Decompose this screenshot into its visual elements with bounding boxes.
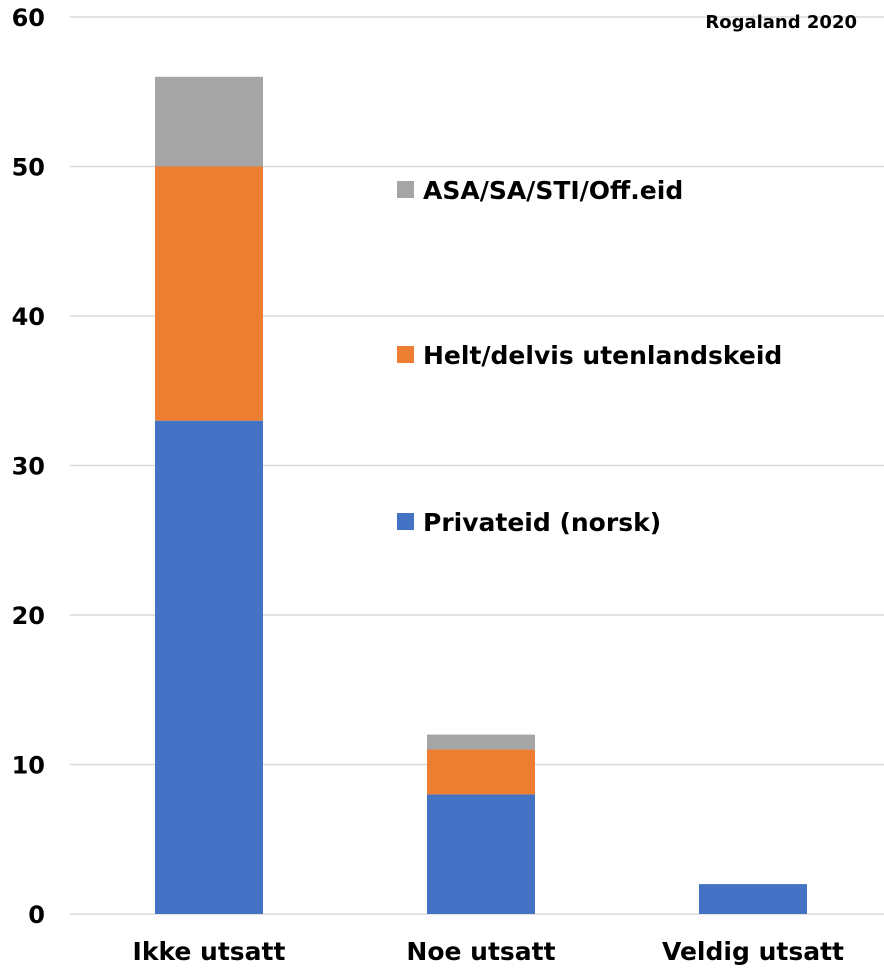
bar-segment: [427, 749, 535, 795]
y-tick-label: 50: [12, 154, 45, 182]
legend-swatch: [397, 181, 414, 198]
bar-segment: [155, 76, 263, 167]
y-axis-ticks: 0 10 20 30 40 50 60: [12, 4, 45, 929]
y-tick-label: 60: [12, 4, 45, 32]
bar-segment: [699, 884, 807, 914]
y-tick-label: 10: [12, 752, 45, 780]
bar-segment: [427, 734, 535, 750]
x-category-label: Ikke utsatt: [133, 937, 286, 966]
bar-segment: [155, 166, 263, 421]
y-tick-label: 20: [12, 602, 45, 630]
y-tick-label: 40: [12, 303, 45, 331]
legend: ASA/SA/STI/Off.eid Helt/delvis utenlandsk…: [397, 176, 782, 537]
legend-swatch: [397, 513, 414, 530]
y-tick-label: 0: [28, 901, 45, 929]
bars: [155, 76, 807, 914]
legend-label: Helt/delvis utenlandskeid: [423, 341, 782, 370]
legend-label: Privateid (norsk): [423, 508, 661, 537]
x-category-label: Veldig utsatt: [662, 937, 844, 966]
chart-annotation: Rogaland 2020: [705, 12, 857, 33]
bar-segment: [427, 794, 535, 914]
x-category-label: Noe utsatt: [406, 937, 555, 966]
bar-segment: [155, 420, 263, 914]
x-axis-labels: Ikke utsatt Noe utsatt Veldig utsatt: [133, 937, 845, 966]
legend-label: ASA/SA/STI/Off.eid: [423, 176, 683, 205]
legend-swatch: [397, 346, 414, 363]
y-tick-label: 30: [12, 453, 45, 481]
